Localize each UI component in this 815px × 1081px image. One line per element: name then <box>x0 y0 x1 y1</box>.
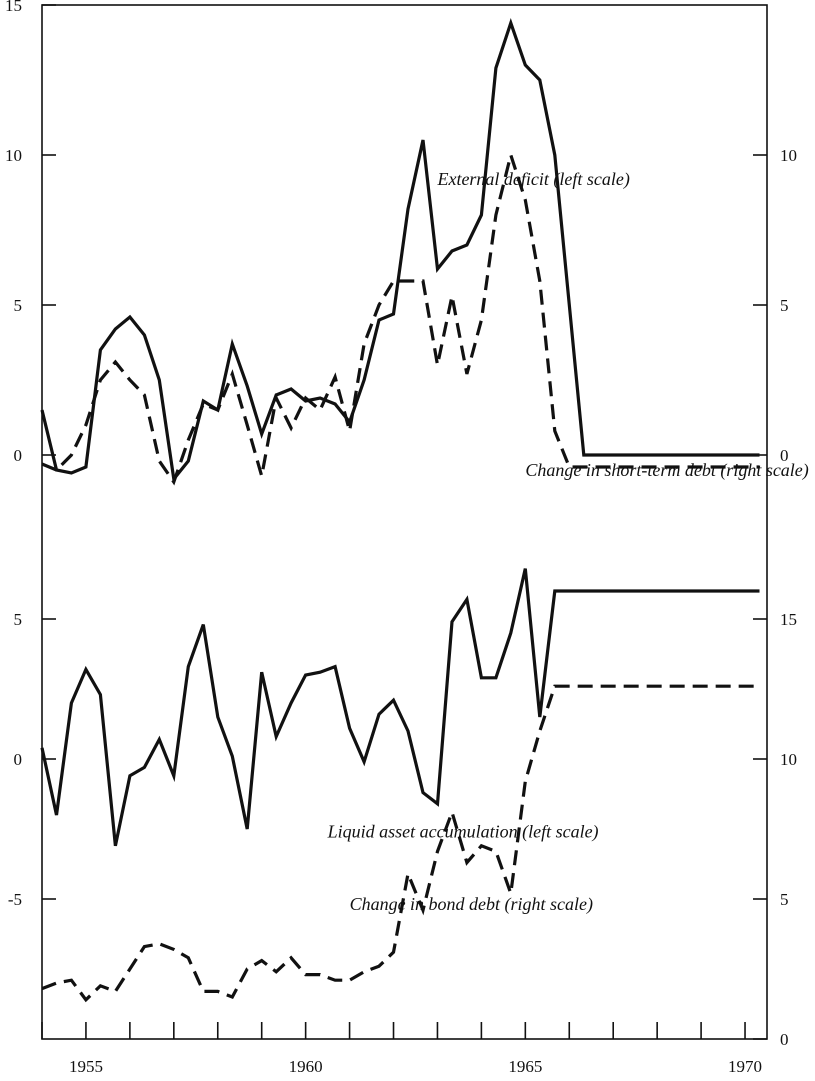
series-label: Change in bond debt (right scale) <box>350 894 593 915</box>
axis-ticks <box>41 4 767 1040</box>
series-line <box>40 18 760 483</box>
right-tick-label: 15 <box>780 610 797 629</box>
left-tick-label: 15 <box>5 0 22 15</box>
left-tick-label: -5 <box>8 890 22 909</box>
series-label: Liquid asset accumulation (left scale) <box>327 821 599 842</box>
tick-labels: 1955 1960 1965 1970 15 10 5 0 10 5 0 External defic… <box>5 0 809 1076</box>
series-lines <box>40 18 760 1003</box>
series-line <box>41 684 760 1003</box>
left-tick-label: 0 <box>14 446 23 465</box>
x-tick-label: 1965 <box>508 1057 542 1076</box>
right-tick-label: 0 <box>780 446 789 465</box>
right-tick-label: 10 <box>780 146 797 165</box>
right-tick-label: 0 <box>780 1030 789 1049</box>
right-tick-label: 5 <box>780 296 789 315</box>
series-label: External deficit (left scale) <box>436 169 629 190</box>
left-tick-label: 10 <box>5 146 22 165</box>
series-line <box>41 149 760 486</box>
left-tick-label: 5 <box>14 296 23 315</box>
x-tick-label: 1960 <box>289 1057 323 1076</box>
series-label: Change in short-term debt (right scale) <box>525 460 808 481</box>
right-tick-label: 10 <box>780 750 797 769</box>
plot-frame <box>41 4 768 1040</box>
x-tick-label: 1970 <box>728 1057 762 1076</box>
left-tick-label: 0 <box>14 750 23 769</box>
x-tick-label: 1955 <box>69 1057 103 1076</box>
right-tick-label: 5 <box>780 890 789 909</box>
series-line <box>40 568 760 847</box>
left-tick-label: 5 <box>14 610 23 629</box>
